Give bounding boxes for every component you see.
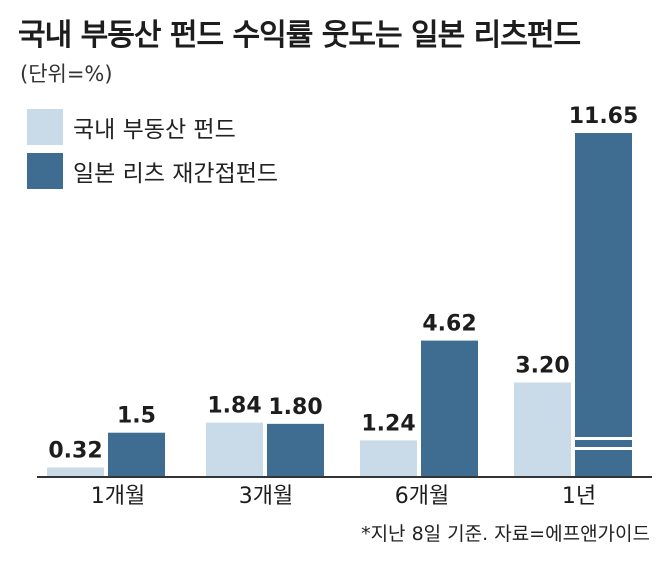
bar-value-label: 1.5	[117, 404, 156, 429]
bar-value-label: 3.20	[515, 354, 569, 379]
bar-japan-1	[267, 423, 324, 477]
legend: 국내 부동산 펀드 일본 리츠 재간접펀드	[27, 108, 278, 196]
bar-domestic-0	[47, 467, 104, 477]
axis-break-line-1	[575, 447, 632, 450]
x-tick-label: 1개월	[91, 484, 145, 509]
bar-domestic-2	[360, 440, 417, 477]
x-tick-label: 6개월	[395, 484, 449, 509]
bar-value-label: 1.84	[207, 394, 261, 419]
legend-item-japan: 일본 리츠 재간접펀드	[27, 152, 278, 190]
bar-domestic-1	[206, 422, 263, 477]
chart-title: 국내 부동산 펀드 수익률 웃도는 일본 리츠펀드	[18, 18, 581, 53]
bar-value-label: 4.62	[422, 312, 476, 337]
x-tick-label: 3개월	[239, 484, 293, 509]
axis-break-line-0	[575, 437, 632, 440]
footnote: *지난 8일 기준. 자료=에프앤가이드	[361, 523, 650, 545]
bar-japan-0	[108, 432, 165, 477]
bar-japan-3	[575, 133, 632, 477]
bar-japan-2	[421, 340, 478, 477]
bar-value-label: 1.80	[268, 395, 322, 420]
legend-label-domestic: 국내 부동산 펀드	[73, 117, 236, 143]
legend-swatch-domestic	[27, 109, 63, 145]
legend-item-domestic: 국내 부동산 펀드	[27, 108, 278, 146]
bar-domestic-3	[514, 382, 571, 477]
bar-value-label: 1.24	[361, 411, 415, 436]
bar-value-label: 0.32	[48, 439, 102, 464]
unit-label: (단위=%)	[20, 62, 113, 86]
x-tick-label: 1년	[562, 484, 596, 509]
legend-label-japan: 일본 리츠 재간접펀드	[73, 161, 279, 187]
legend-swatch-japan	[27, 153, 63, 189]
bar-value-label: 11.65	[569, 104, 639, 129]
